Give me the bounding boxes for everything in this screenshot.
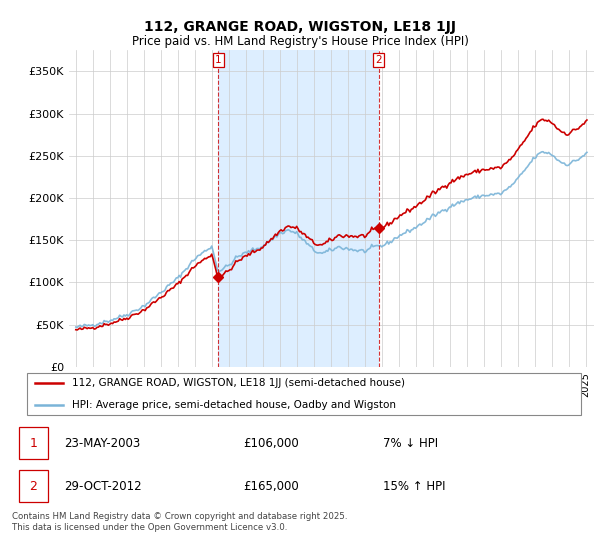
Text: 23-MAY-2003: 23-MAY-2003: [64, 437, 140, 450]
FancyBboxPatch shape: [27, 373, 581, 415]
Text: 112, GRANGE ROAD, WIGSTON, LE18 1JJ (semi-detached house): 112, GRANGE ROAD, WIGSTON, LE18 1JJ (sem…: [71, 378, 404, 388]
Text: 15% ↑ HPI: 15% ↑ HPI: [383, 480, 445, 493]
Text: Price paid vs. HM Land Registry's House Price Index (HPI): Price paid vs. HM Land Registry's House …: [131, 35, 469, 48]
FancyBboxPatch shape: [19, 427, 48, 459]
Text: £106,000: £106,000: [244, 437, 299, 450]
Text: Contains HM Land Registry data © Crown copyright and database right 2025.
This d: Contains HM Land Registry data © Crown c…: [12, 512, 347, 532]
Text: 29-OCT-2012: 29-OCT-2012: [64, 480, 142, 493]
Text: HPI: Average price, semi-detached house, Oadby and Wigston: HPI: Average price, semi-detached house,…: [71, 400, 395, 410]
Text: 2: 2: [29, 480, 37, 493]
Text: 1: 1: [29, 437, 37, 450]
Text: 2: 2: [376, 55, 382, 65]
FancyBboxPatch shape: [19, 470, 48, 502]
Text: 1: 1: [215, 55, 221, 65]
Text: 112, GRANGE ROAD, WIGSTON, LE18 1JJ: 112, GRANGE ROAD, WIGSTON, LE18 1JJ: [144, 20, 456, 34]
Text: 7% ↓ HPI: 7% ↓ HPI: [383, 437, 437, 450]
Bar: [218, 50, 379, 367]
Text: £165,000: £165,000: [244, 480, 299, 493]
